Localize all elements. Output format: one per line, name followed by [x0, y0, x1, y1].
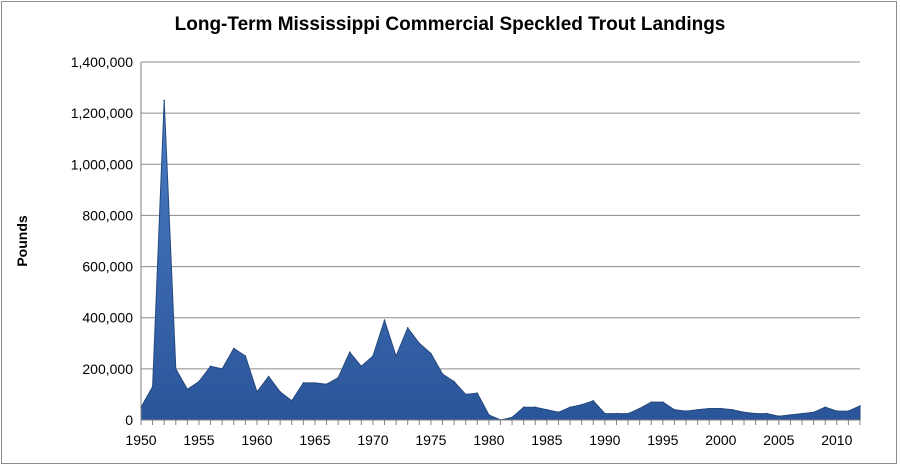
landings-area — [140, 100, 861, 421]
data-point — [418, 342, 421, 345]
data-point — [488, 414, 490, 416]
data-point — [650, 401, 653, 403]
data-point — [522, 406, 525, 409]
data-point — [836, 410, 838, 412]
x-tick-label: 1985 — [531, 432, 562, 448]
data-point — [696, 409, 699, 411]
y-tick-label: 1,200,000 — [71, 105, 133, 121]
data-point — [778, 415, 780, 418]
x-tick-label: 2010 — [821, 432, 852, 448]
data-point — [256, 391, 258, 393]
chart-title: Long-Term Mississippi Commercial Speckle… — [174, 14, 726, 35]
y-tick-label: 200,000 — [82, 361, 133, 377]
data-point — [198, 380, 200, 383]
data-point — [291, 400, 293, 402]
data-point — [430, 352, 432, 355]
data-point — [627, 412, 629, 415]
data-point — [743, 411, 745, 414]
data-point — [209, 365, 212, 368]
data-point — [511, 416, 513, 419]
data-point — [720, 407, 722, 410]
data-point — [789, 414, 792, 416]
y-tick-label: 1,000,000 — [71, 156, 133, 172]
x-tick-label: 1965 — [299, 432, 330, 448]
data-point — [615, 412, 618, 415]
data-point — [453, 380, 455, 383]
data-point — [163, 99, 165, 102]
data-point — [151, 386, 154, 388]
data-point — [824, 406, 826, 409]
data-point — [812, 411, 815, 414]
data-point — [314, 382, 316, 384]
data-point — [534, 406, 537, 409]
data-point — [685, 410, 687, 412]
x-tick-label: 1970 — [357, 432, 388, 448]
data-point — [302, 382, 305, 384]
x-tick-label: 1990 — [589, 432, 620, 448]
data-point — [662, 401, 664, 403]
data-point — [221, 368, 223, 370]
data-point — [847, 410, 850, 412]
data-point — [604, 412, 606, 415]
data-point — [325, 383, 328, 386]
data-point — [348, 351, 351, 354]
y-tick-label: 600,000 — [82, 259, 133, 275]
data-point — [175, 368, 177, 370]
data-point — [592, 400, 595, 402]
data-point — [406, 327, 409, 329]
x-tick-label: 1980 — [473, 432, 504, 448]
data-point — [186, 388, 189, 391]
x-tick-label: 1955 — [183, 432, 214, 448]
data-point — [244, 355, 247, 357]
data-point — [395, 355, 397, 357]
data-point — [383, 319, 386, 322]
data-point — [859, 405, 861, 407]
data-point — [580, 403, 583, 406]
data-point — [546, 409, 548, 411]
data-point — [441, 373, 444, 375]
y-tick-label: 0 — [125, 412, 133, 428]
data-point — [754, 412, 757, 415]
data-point — [267, 375, 270, 378]
data-point — [801, 412, 803, 415]
x-tick-label: 1975 — [415, 432, 446, 448]
data-point — [360, 365, 363, 368]
y-tick-label: 400,000 — [82, 310, 133, 326]
data-point — [731, 409, 734, 411]
data-point — [337, 377, 339, 379]
data-point — [476, 392, 479, 394]
x-tick-label: 1950 — [125, 432, 156, 448]
data-point — [372, 355, 374, 357]
data-point — [233, 347, 235, 350]
data-point — [638, 407, 641, 410]
x-tick-label: 1960 — [241, 432, 272, 448]
y-tick-label: 800,000 — [82, 207, 133, 223]
data-point — [673, 409, 676, 411]
data-point — [569, 406, 571, 409]
x-tick-label: 1995 — [647, 432, 678, 448]
data-point — [279, 391, 282, 393]
y-tick-label: 1,400,000 — [71, 54, 133, 70]
data-point — [557, 411, 560, 414]
x-tick-label: 2005 — [763, 432, 794, 448]
data-point — [464, 393, 467, 396]
x-tick-label: 2000 — [705, 432, 736, 448]
data-point — [766, 412, 768, 415]
data-point — [708, 407, 710, 410]
